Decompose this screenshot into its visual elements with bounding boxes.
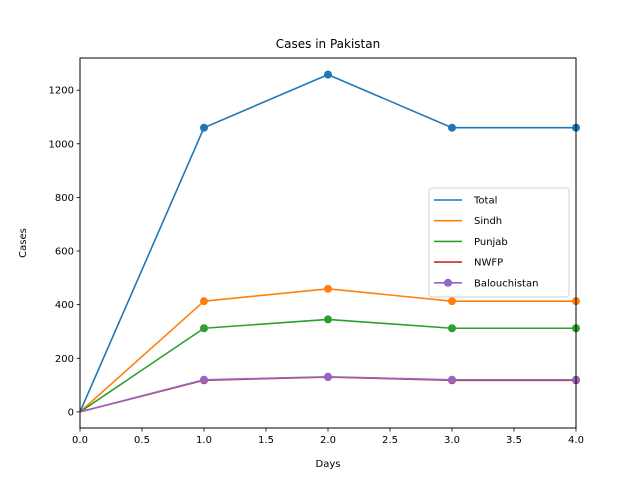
data-point-balouchistan: [448, 375, 456, 384]
y-tick-label: 400: [55, 300, 74, 311]
x-tick-label: 1.0: [196, 435, 212, 446]
x-tick-label: 3.5: [506, 435, 522, 446]
legend-label-balouchistan: Balouchistan: [474, 278, 538, 289]
data-point-sindh: [448, 297, 456, 306]
x-tick-label: 0.5: [134, 435, 150, 446]
legend: Total Sindh Punjab NWFP Balouchistan: [428, 187, 570, 298]
legend-label-sindh: Sindh: [474, 216, 502, 227]
x-tick-label: 2.0: [320, 435, 336, 446]
chart-title: Cases in Pakistan: [276, 37, 380, 51]
data-point-balouchistan: [324, 372, 332, 381]
y-tick-label: 0: [68, 407, 74, 418]
data-point-total: [448, 123, 456, 132]
y-tick-label: 800: [55, 193, 74, 204]
data-point-punjab: [200, 324, 208, 333]
legend-label-nwfp: NWFP: [474, 258, 503, 269]
y-tick-label: 200: [55, 354, 74, 365]
y-tick-label: 600: [55, 247, 74, 258]
x-axis-ticks: 0.0 0.5 1.0 1.5 2.0 2.5 3.0 3.5 4.0: [72, 428, 584, 446]
legend-box: [428, 187, 570, 298]
y-tick-label: 1200: [49, 86, 74, 97]
y-axis-label: Cases: [18, 228, 29, 258]
legend-marker-balouchistan: [444, 278, 452, 287]
data-point-total: [324, 70, 332, 79]
data-point-sindh: [324, 284, 332, 293]
data-point-balouchistan: [200, 375, 208, 384]
x-tick-label: 2.5: [382, 435, 398, 446]
x-tick-label: 3.0: [444, 435, 460, 446]
data-point-punjab: [448, 324, 456, 333]
legend-label-punjab: Punjab: [474, 237, 508, 248]
data-point-sindh: [200, 297, 208, 306]
legend-label-total: Total: [473, 196, 497, 207]
x-tick-label: 0.0: [72, 435, 88, 446]
y-tick-label: 1000: [49, 139, 74, 150]
plot-frame: [79, 57, 577, 429]
x-tick-label: 4.0: [568, 435, 584, 446]
x-tick-label: 1.5: [258, 435, 274, 446]
series-layer: [79, 70, 580, 413]
x-axis-label: Days: [316, 459, 341, 470]
data-point-total: [200, 123, 208, 132]
data-point-punjab: [324, 315, 332, 324]
y-axis-ticks: 0 200 400 600 800 1000 1200: [49, 86, 80, 418]
